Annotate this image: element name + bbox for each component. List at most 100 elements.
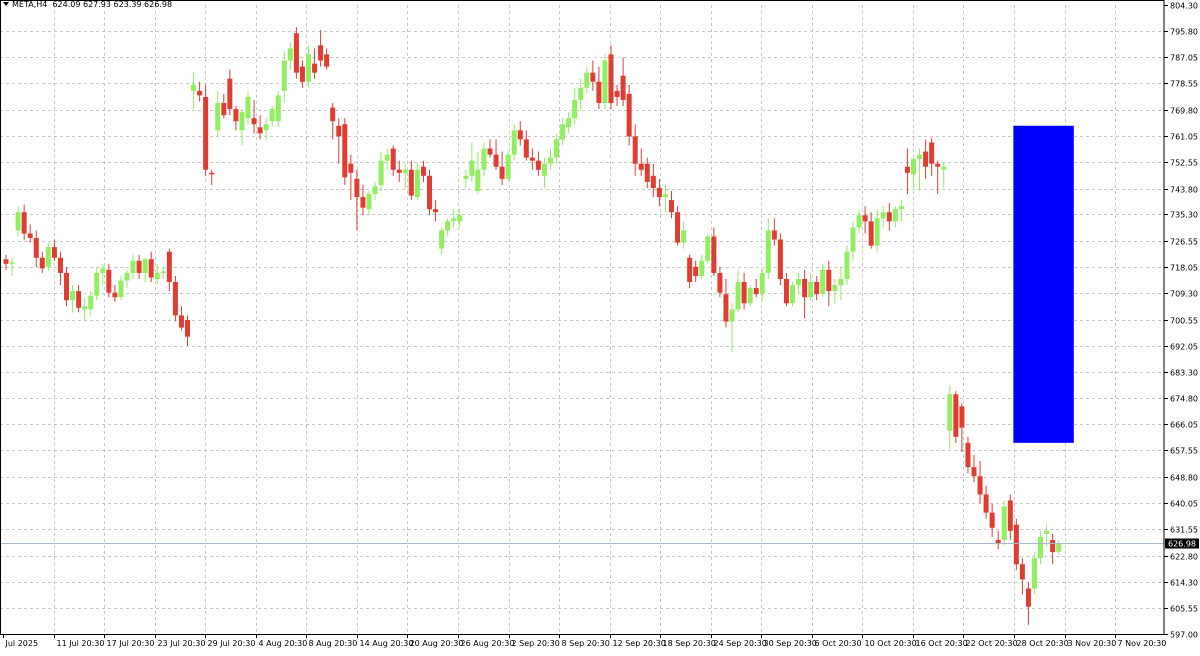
candle: [336, 118, 342, 164]
y-tick-label: 648.80: [1170, 474, 1198, 483]
candle: [844, 245, 850, 286]
candle: [917, 148, 923, 191]
x-tick-label: 8 Sep 20:30: [562, 639, 610, 648]
candle: [759, 266, 765, 301]
candle: [463, 169, 469, 188]
candle-body: [832, 285, 838, 292]
candle-body: [396, 169, 402, 173]
candle-body: [868, 221, 874, 246]
candle-body: [584, 72, 590, 88]
candle-body: [1001, 506, 1007, 540]
candle: [227, 69, 233, 116]
candle: [197, 81, 203, 102]
candle: [923, 139, 929, 179]
candle-body: [590, 72, 596, 82]
candle-body: [560, 124, 566, 140]
candle: [354, 169, 360, 231]
candle: [402, 163, 408, 188]
candle: [771, 218, 777, 246]
candle: [293, 27, 299, 79]
candle-body: [160, 271, 166, 273]
candle-body: [995, 539, 1001, 543]
candle-body: [796, 278, 802, 286]
candle-body: [941, 166, 947, 170]
candle: [947, 385, 953, 449]
x-tick-label: 29 Jul 20:30: [208, 639, 256, 648]
candle-body: [420, 166, 426, 176]
candle-body: [620, 75, 626, 100]
candle-body: [245, 96, 251, 119]
candle: [469, 142, 475, 182]
candle-body: [414, 169, 420, 198]
candle-body: [929, 142, 935, 164]
candle: [433, 200, 439, 222]
candle: [245, 90, 251, 125]
y-tick-label: 605.55: [1170, 605, 1198, 614]
candle-body: [844, 251, 850, 279]
candle: [1050, 533, 1056, 565]
candle-body: [70, 291, 76, 301]
candle: [221, 93, 227, 119]
candle: [535, 151, 541, 176]
candle-body: [306, 54, 311, 82]
candle: [765, 218, 771, 279]
candle: [451, 209, 457, 228]
candle: [33, 230, 39, 267]
y-tick-label: 795.80: [1170, 28, 1198, 37]
y-tick-label: 778.55: [1170, 80, 1198, 89]
y-tick-label: 657.55: [1170, 447, 1198, 456]
candle: [45, 242, 51, 272]
candle-body: [898, 206, 904, 210]
candle-body: [287, 48, 293, 61]
candle: [959, 403, 965, 452]
candle: [820, 263, 826, 298]
candle: [39, 251, 45, 273]
candle-body: [9, 262, 15, 264]
candle-body: [275, 95, 281, 122]
candle-body: [638, 163, 644, 170]
x-tick-label: 30 Sep 20:30: [764, 639, 817, 648]
x-tick-label: 12 Sep 20:30: [613, 639, 666, 648]
candle-body: [57, 257, 63, 273]
candle: [239, 109, 245, 146]
dropdown-arrow-icon[interactable]: [3, 2, 9, 6]
candle-body: [209, 172, 215, 175]
candle-body: [977, 476, 983, 495]
candle: [318, 30, 324, 67]
candle: [1056, 540, 1062, 554]
candle-body: [33, 238, 39, 258]
candle-body: [166, 251, 172, 283]
candle-body: [983, 494, 989, 513]
candle-body: [953, 394, 959, 437]
candle-body: [808, 282, 814, 298]
candle-body: [741, 282, 747, 304]
candle: [723, 278, 729, 328]
candle: [554, 133, 560, 164]
candle-body: [1038, 536, 1044, 559]
candle-body: [499, 166, 505, 179]
candle-body: [923, 151, 929, 167]
candle: [106, 263, 112, 298]
candle: [717, 266, 723, 298]
candle: [439, 227, 445, 255]
candle: [76, 285, 82, 313]
candle: [257, 115, 263, 140]
candle: [638, 148, 644, 176]
candle-body: [971, 467, 977, 477]
candle: [154, 263, 160, 286]
candle: [94, 266, 100, 301]
candle: [366, 190, 372, 216]
y-tick-label: 692.05: [1170, 343, 1198, 352]
candle-body: [505, 154, 511, 179]
candle: [693, 260, 699, 283]
candle-body: [548, 157, 553, 164]
candle: [493, 139, 499, 170]
candle: [874, 209, 880, 252]
y-tick-label: 683.30: [1170, 369, 1198, 378]
candle-body: [257, 127, 263, 134]
x-tick-label: 20 Aug 20:30: [410, 639, 464, 648]
x-tick-label: 6 Oct 20:30: [815, 639, 862, 648]
candle: [215, 90, 221, 137]
